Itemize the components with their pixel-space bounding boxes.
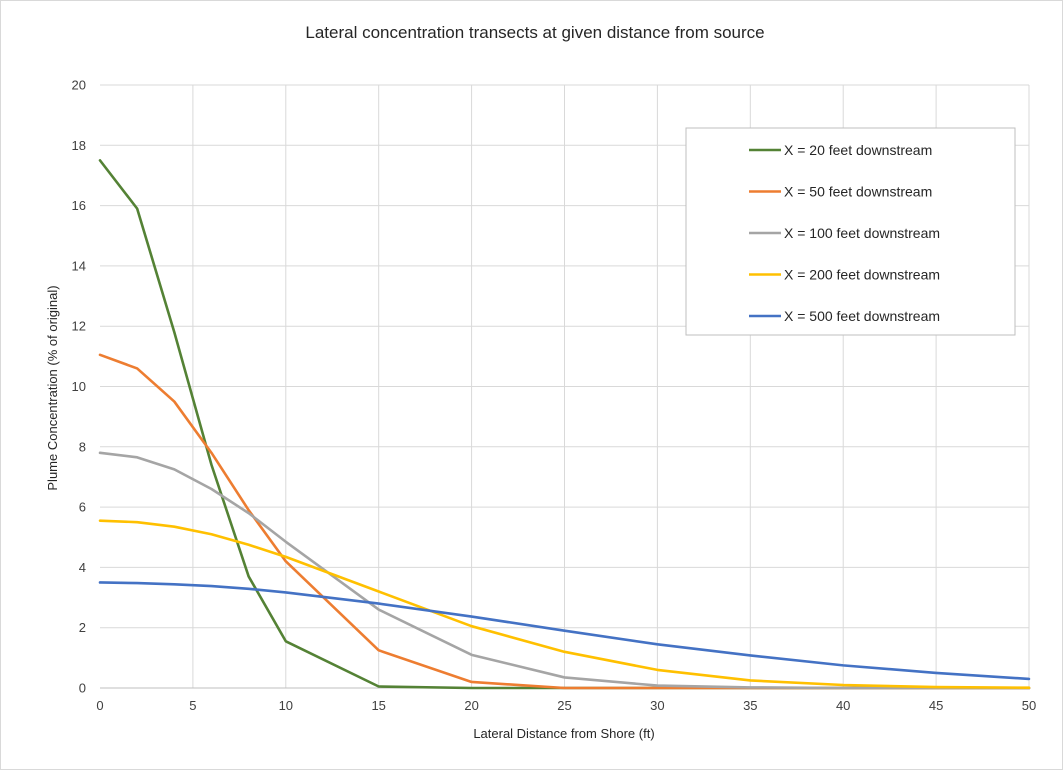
y-tick-label: 12: [72, 319, 86, 334]
y-tick-label: 16: [72, 198, 86, 213]
x-tick-label: 25: [557, 698, 571, 713]
legend-label-4: X = 200 feet downstream: [784, 267, 940, 283]
legend: X = 20 feet downstream X = 50 feet downst…: [685, 127, 1016, 336]
y-tick-label: 6: [79, 500, 86, 515]
y-axis-label: Plume Concentration (% of original): [45, 285, 60, 490]
x-axis-label: Lateral Distance from Shore (ft): [473, 726, 654, 741]
x-tick-label: 15: [371, 698, 385, 713]
series-line-3: [98, 451, 1031, 690]
legend-box: [685, 127, 1016, 336]
series-lines: [98, 159, 1031, 690]
x-tick-label: 20: [464, 698, 478, 713]
x-tick-label: 10: [279, 698, 293, 713]
x-tick-label: 0: [96, 698, 103, 713]
gridlines: [100, 84, 1030, 688]
x-tick-label: 30: [650, 698, 664, 713]
chart-title: Lateral concentration transects at given…: [305, 23, 764, 42]
x-tick-label: 50: [1022, 698, 1036, 713]
x-tick-label: 5: [189, 698, 196, 713]
legend-label-3: X = 100 feet downstream: [784, 225, 940, 241]
y-tick-label: 14: [72, 258, 86, 273]
y-tick-label: 10: [72, 379, 86, 394]
legend-label-1: X = 20 feet downstream: [784, 142, 932, 158]
x-tick-label: 35: [743, 698, 757, 713]
y-tick-label: 20: [72, 78, 86, 93]
x-tick-label: 40: [836, 698, 850, 713]
x-tick-label: 45: [929, 698, 943, 713]
y-tick-label: 4: [79, 560, 86, 575]
y-tick-label: 8: [79, 439, 86, 454]
y-tick-label: 18: [72, 138, 86, 153]
y-tick-label: 0: [79, 681, 86, 696]
legend-label-2: X = 50 feet downstream: [784, 184, 932, 200]
series-line-5: [98, 581, 1031, 681]
tick-labels: 0 2 4 6 8 10 12 14 16 18 20 0 5 10 15 20 25 30 35 40 45 50: [72, 78, 1037, 714]
y-tick-label: 2: [79, 620, 86, 635]
legend-label-5: X = 500 feet downstream: [784, 308, 940, 324]
